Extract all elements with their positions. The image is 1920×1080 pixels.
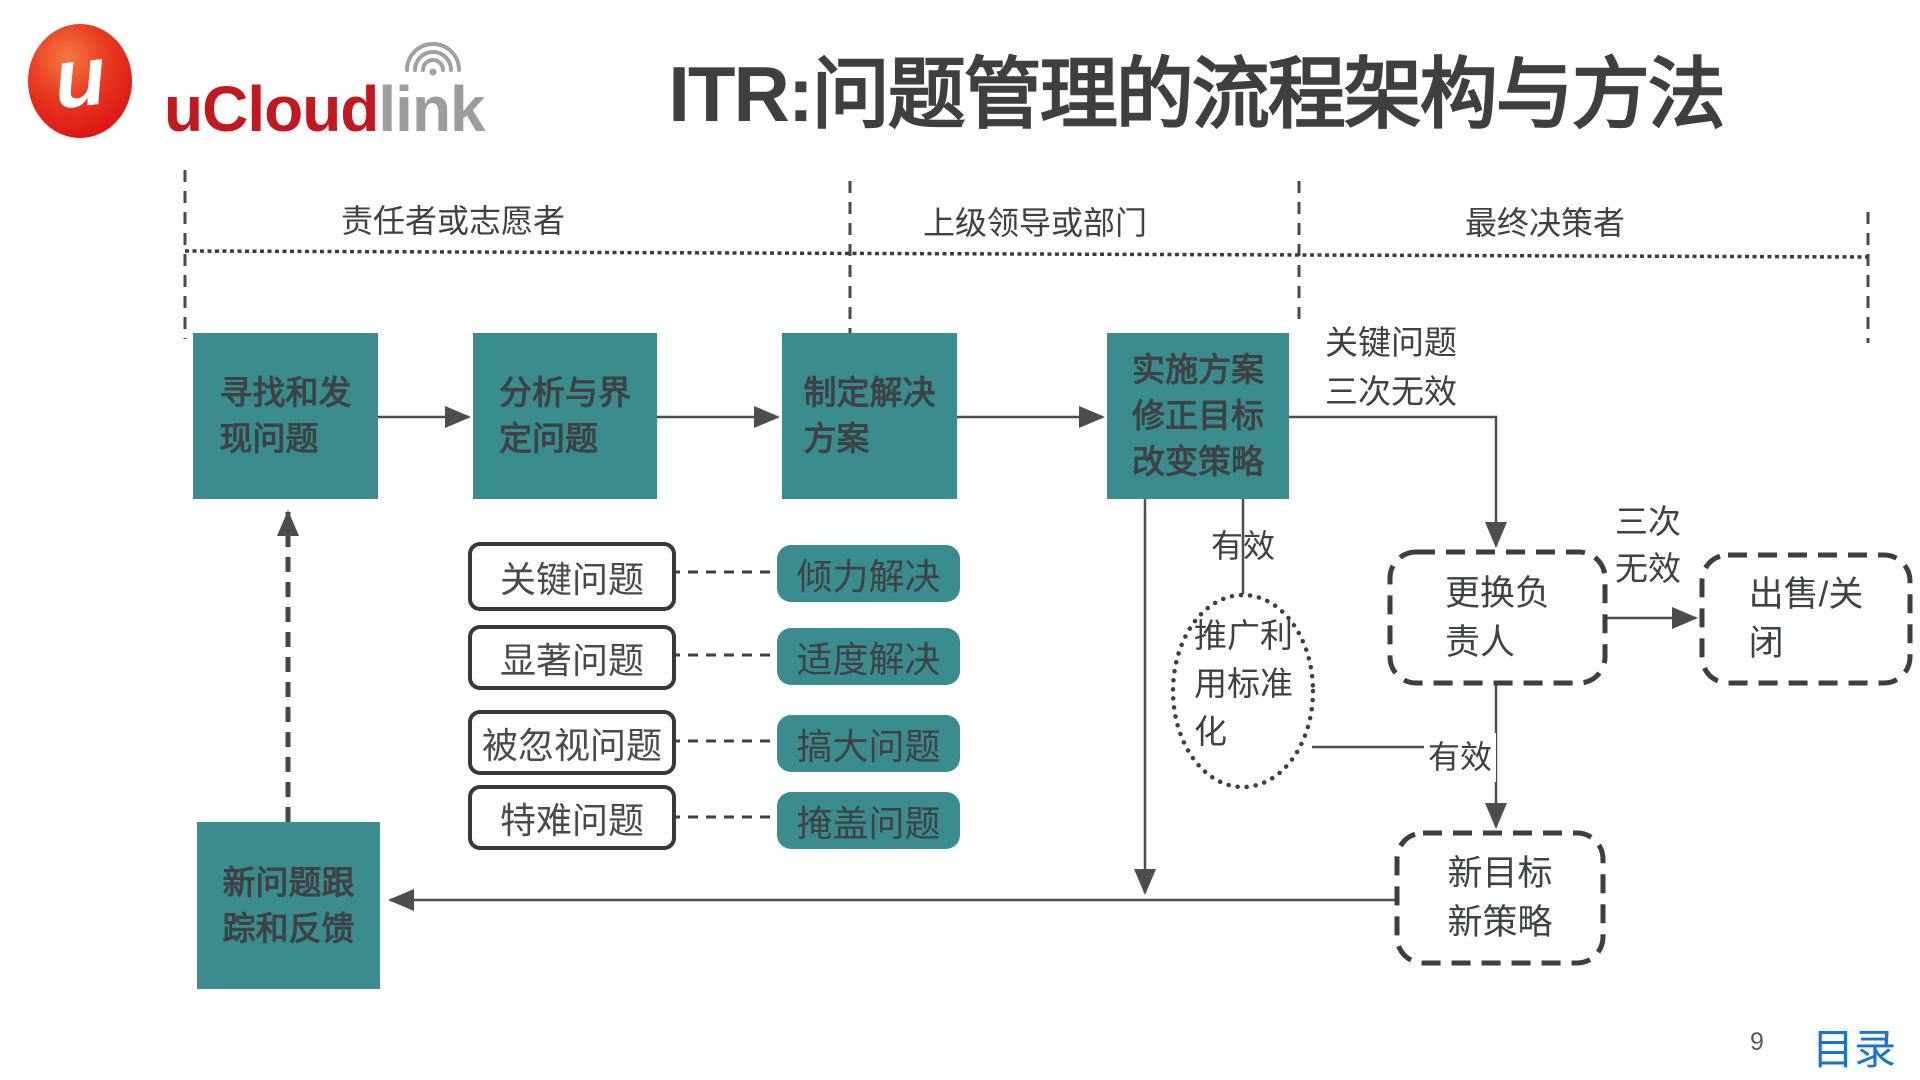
response-full-effort: 倾力解决 [777, 545, 960, 602]
label-key-problem-three-times: 关键问题 三次无效 [1325, 324, 1457, 410]
response-label: 搞大问题 [796, 725, 941, 767]
response-label: 掩盖问题 [796, 802, 941, 844]
process-step-implement: 实施方案 修正目标 改变策略 [1107, 333, 1289, 499]
ucloudlink-logo-text: uCloudlink [164, 72, 486, 146]
process-step-label: 分析与界 定问题 [499, 374, 631, 457]
new-goal-box [1394, 830, 1606, 966]
change-owner-label: 更换负 责人 [1390, 552, 1605, 683]
response-label: 倾力解决 [796, 555, 941, 597]
toc-link[interactable]: 目录 [1812, 1026, 1897, 1073]
process-step-analyze-define: 分析与界 定问题 [473, 333, 657, 499]
label-three-times-invalid: 三次 无效 [1615, 503, 1681, 587]
swimlane-baseline [184, 249, 1869, 259]
label-effective-top: 有效 [1210, 528, 1275, 564]
process-step-label: 实施方案 修正目标 改变策略 [1132, 351, 1264, 480]
problem-type-difficult: 特难问题 [468, 785, 676, 850]
problem-type-significant: 显著问题 [468, 625, 676, 690]
arrow-step4-change-owner [1289, 415, 1507, 548]
logo-text-ucloud: uCloud [164, 73, 379, 145]
label-effective-right: 有效 [1424, 733, 1497, 782]
response-moderate: 适度解决 [777, 628, 960, 685]
wifi-icon [405, 42, 461, 76]
logo-mark: u [49, 27, 111, 126]
response-enlarge: 搞大问题 [777, 715, 960, 772]
swimlane-label-responsible: 责任者或志愿者 [340, 203, 565, 239]
problem-type-label: 关键问题 [499, 558, 644, 600]
change-owner-box [1387, 549, 1608, 686]
process-step-label: 寻找和发 现问题 [219, 374, 352, 457]
standardization-ellipse [1170, 592, 1316, 790]
new-goal-label: 新目标 新策略 [1397, 833, 1603, 963]
response-label: 适度解决 [796, 638, 941, 680]
ucloudlink-logo-badge: u [28, 24, 132, 138]
problem-type-ignored: 被忽视问题 [468, 710, 676, 775]
new-problem-feedback-label: 新问题跟 踪和反馈 [222, 863, 355, 947]
new-problem-feedback-box: 新问题跟 踪和反馈 [197, 822, 380, 989]
logo-text-link: link [378, 73, 485, 145]
sell-close-box [1699, 552, 1913, 686]
process-step-make-solution: 制定解决 方案 [782, 333, 957, 499]
sell-close-text: 出售/关 闭 [1748, 575, 1864, 663]
process-step-find-problem: 寻找和发 现问题 [193, 333, 378, 499]
page-title: ITR:问题管理的流程架构与方法 [668, 50, 1726, 138]
page-number: 9 [1750, 1028, 1764, 1056]
swimlane-label-leader: 上级领导或部门 [922, 205, 1147, 241]
problem-type-label: 显著问题 [499, 639, 644, 681]
new-goal-text: 新目标 新策略 [1447, 854, 1553, 942]
swimlane-label-decision-maker: 最终决策者 [1464, 205, 1625, 241]
response-cover-up: 掩盖问题 [777, 792, 960, 849]
standardization-label: 推广利 用标准 化 [1194, 617, 1293, 750]
problem-type-key: 关键问题 [468, 542, 676, 611]
problem-type-label: 被忽视问题 [481, 724, 662, 766]
process-step-label: 制定解决 方案 [803, 374, 936, 457]
change-owner-text: 更换负 责人 [1444, 573, 1550, 662]
problem-type-label: 特难问题 [499, 799, 644, 841]
sell-close-label: 出售/关 闭 [1702, 555, 1910, 683]
